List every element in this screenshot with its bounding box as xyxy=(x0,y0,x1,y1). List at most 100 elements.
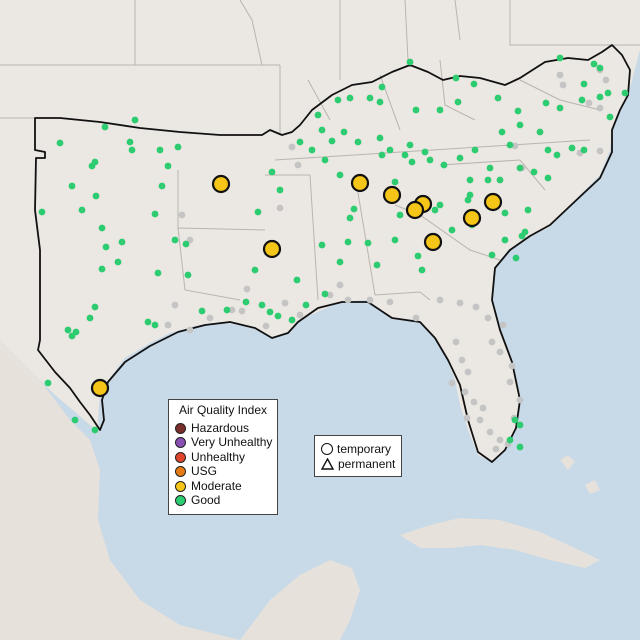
monitor-good[interactable] xyxy=(288,316,296,324)
monitor-moderate[interactable] xyxy=(90,378,110,398)
monitor-good[interactable] xyxy=(182,240,190,248)
monitor-good[interactable] xyxy=(102,243,110,251)
monitor-good[interactable] xyxy=(391,236,399,244)
monitor-good[interactable] xyxy=(118,238,126,246)
monitor-good[interactable] xyxy=(114,258,122,266)
monitor-good[interactable] xyxy=(488,251,496,259)
monitor-good[interactable] xyxy=(156,146,164,154)
monitor-good[interactable] xyxy=(431,206,439,214)
monitor-good[interactable] xyxy=(378,151,386,159)
monitor-nodata[interactable] xyxy=(464,368,472,376)
monitor-good[interactable] xyxy=(56,139,64,147)
monitor-nodata[interactable] xyxy=(486,428,494,436)
monitor-nodata[interactable] xyxy=(508,362,516,370)
monitor-good[interactable] xyxy=(448,226,456,234)
monitor-nodata[interactable] xyxy=(556,71,564,79)
monitor-good[interactable] xyxy=(92,192,100,200)
monitor-good[interactable] xyxy=(494,94,502,102)
monitor-good[interactable] xyxy=(86,314,94,322)
monitor-nodata[interactable] xyxy=(461,388,469,396)
monitor-good[interactable] xyxy=(171,236,179,244)
monitor-good[interactable] xyxy=(440,161,448,169)
monitor-moderate[interactable] xyxy=(462,208,482,228)
monitor-moderate[interactable] xyxy=(382,185,402,205)
monitor-nodata[interactable] xyxy=(262,322,270,330)
monitor-good[interactable] xyxy=(98,224,106,232)
monitor-good[interactable] xyxy=(131,116,139,124)
monitor-good[interactable] xyxy=(506,436,514,444)
monitor-good[interactable] xyxy=(340,128,348,136)
monitor-good[interactable] xyxy=(266,308,274,316)
monitor-good[interactable] xyxy=(38,208,46,216)
monitor-moderate[interactable] xyxy=(211,174,231,194)
monitor-good[interactable] xyxy=(321,290,329,298)
monitor-good[interactable] xyxy=(302,301,310,309)
monitor-good[interactable] xyxy=(421,148,429,156)
monitor-good[interactable] xyxy=(406,141,414,149)
monitor-good[interactable] xyxy=(516,443,524,451)
monitor-nodata[interactable] xyxy=(602,76,610,84)
monitor-good[interactable] xyxy=(91,303,99,311)
monitor-good[interactable] xyxy=(401,151,409,159)
monitor-nodata[interactable] xyxy=(506,378,514,386)
monitor-good[interactable] xyxy=(486,164,494,172)
monitor-nodata[interactable] xyxy=(559,81,567,89)
monitor-good[interactable] xyxy=(556,54,564,62)
monitor-nodata[interactable] xyxy=(516,396,524,404)
monitor-good[interactable] xyxy=(276,186,284,194)
monitor-good[interactable] xyxy=(334,96,342,104)
monitor-good[interactable] xyxy=(452,74,460,82)
monitor-good[interactable] xyxy=(501,209,509,217)
monitor-nodata[interactable] xyxy=(206,314,214,322)
monitor-good[interactable] xyxy=(414,252,422,260)
monitor-nodata[interactable] xyxy=(496,348,504,356)
monitor-good[interactable] xyxy=(184,271,192,279)
monitor-nodata[interactable] xyxy=(476,416,484,424)
monitor-nodata[interactable] xyxy=(281,299,289,307)
monitor-good[interactable] xyxy=(144,318,152,326)
monitor-good[interactable] xyxy=(376,98,384,106)
monitor-good[interactable] xyxy=(516,164,524,172)
monitor-good[interactable] xyxy=(436,106,444,114)
monitor-nodata[interactable] xyxy=(596,147,604,155)
monitor-good[interactable] xyxy=(296,138,304,146)
monitor-nodata[interactable] xyxy=(288,143,296,151)
monitor-good[interactable] xyxy=(498,128,506,136)
monitor-good[interactable] xyxy=(471,146,479,154)
monitor-nodata[interactable] xyxy=(412,314,420,322)
monitor-good[interactable] xyxy=(251,266,259,274)
monitor-good[interactable] xyxy=(242,298,250,306)
monitor-nodata[interactable] xyxy=(386,298,394,306)
monitor-good[interactable] xyxy=(606,113,614,121)
monitor-good[interactable] xyxy=(364,239,372,247)
monitor-good[interactable] xyxy=(466,176,474,184)
monitor-nodata[interactable] xyxy=(238,307,246,315)
monitor-nodata[interactable] xyxy=(296,311,304,319)
monitor-good[interactable] xyxy=(376,134,384,142)
monitor-good[interactable] xyxy=(604,89,612,97)
monitor-good[interactable] xyxy=(516,121,524,129)
monitor-good[interactable] xyxy=(386,146,394,154)
monitor-nodata[interactable] xyxy=(484,314,492,322)
monitor-good[interactable] xyxy=(511,416,519,424)
monitor-good[interactable] xyxy=(308,146,316,154)
monitor-nodata[interactable] xyxy=(585,99,593,107)
monitor-good[interactable] xyxy=(578,96,586,104)
monitor-good[interactable] xyxy=(484,176,492,184)
monitor-good[interactable] xyxy=(536,128,544,136)
monitor-good[interactable] xyxy=(78,206,86,214)
monitor-nodata[interactable] xyxy=(456,299,464,307)
monitor-nodata[interactable] xyxy=(488,338,496,346)
monitor-good[interactable] xyxy=(346,214,354,222)
monitor-nodata[interactable] xyxy=(463,414,471,422)
monitor-good[interactable] xyxy=(318,126,326,134)
monitor-good[interactable] xyxy=(44,379,52,387)
monitor-nodata[interactable] xyxy=(344,296,352,304)
monitor-good[interactable] xyxy=(151,210,159,218)
monitor-good[interactable] xyxy=(512,254,520,262)
monitor-good[interactable] xyxy=(378,83,386,91)
monitor-good[interactable] xyxy=(366,94,374,102)
monitor-good[interactable] xyxy=(391,178,399,186)
monitor-nodata[interactable] xyxy=(452,338,460,346)
monitor-good[interactable] xyxy=(274,312,282,320)
